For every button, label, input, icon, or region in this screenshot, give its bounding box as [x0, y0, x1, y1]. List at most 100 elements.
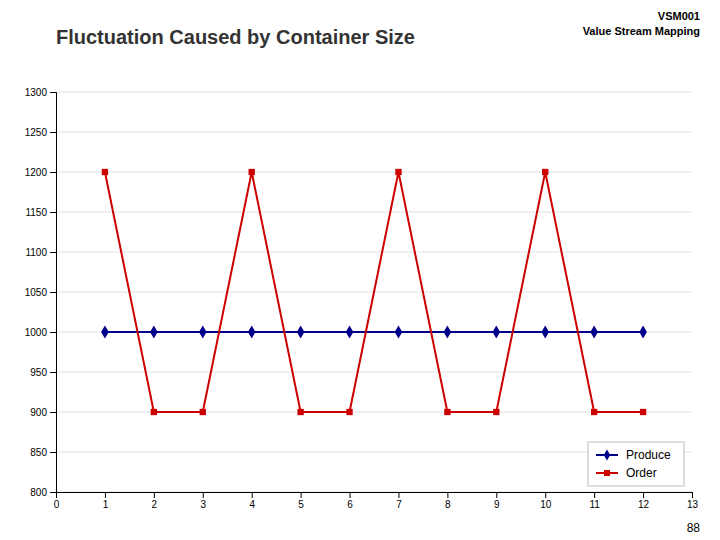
x-tick-label: 12	[638, 499, 650, 510]
grid-line	[56, 212, 692, 213]
y-tick-mark	[50, 412, 56, 413]
x-tick-mark	[301, 492, 302, 498]
y-tick-mark	[50, 252, 56, 253]
point	[493, 325, 501, 338]
y-tick-label: 1250	[25, 127, 48, 138]
x-tick-mark	[643, 492, 644, 498]
x-tick-mark	[105, 492, 106, 498]
legend-marker	[604, 470, 610, 476]
x-tick-mark	[545, 492, 546, 498]
point	[199, 325, 207, 338]
x-tick: 8	[445, 492, 451, 510]
point	[151, 409, 157, 415]
x-tick-mark	[594, 492, 595, 498]
x-tick-mark	[447, 492, 448, 498]
x-tick-mark	[496, 492, 497, 498]
x-tick: 11	[589, 492, 600, 510]
y-axis: 8008509009501000105011001150120012501300	[25, 87, 57, 498]
x-tick-label: 0	[54, 499, 60, 510]
legend-label: Order	[626, 466, 657, 480]
y-tick: 900	[30, 407, 56, 418]
x-tick: 7	[396, 492, 402, 510]
y-tick-label: 1000	[25, 327, 48, 338]
grid	[56, 92, 692, 492]
x-tick: 10	[540, 492, 552, 510]
x-tick: 0	[54, 492, 60, 510]
x-tick-label: 5	[298, 499, 304, 510]
y-tick-mark	[50, 212, 56, 213]
legend-item: Produce	[596, 448, 671, 462]
y-tick-label: 950	[30, 367, 47, 378]
point	[346, 325, 354, 338]
y-tick-mark	[50, 372, 56, 373]
x-tick: 4	[249, 492, 255, 510]
x-tick-label: 3	[200, 499, 206, 510]
x-tick: 12	[638, 492, 650, 510]
point	[395, 169, 401, 175]
title: Fluctuation Caused by Container Size	[56, 26, 415, 48]
y-tick: 1300	[25, 87, 56, 98]
x-tick: 5	[298, 492, 304, 510]
point	[249, 169, 255, 175]
x-tick-mark	[203, 492, 204, 498]
point	[639, 325, 647, 338]
x-tick: 9	[494, 492, 500, 510]
point	[444, 409, 450, 415]
point	[101, 325, 109, 338]
x-tick-label: 9	[494, 499, 500, 510]
y-tick-label: 1300	[25, 87, 48, 98]
point	[346, 409, 352, 415]
y-tick: 1000	[25, 327, 56, 338]
y-tick-label: 1100	[25, 247, 47, 258]
grid-line	[56, 132, 692, 133]
y-tick-label: 800	[30, 487, 47, 498]
legend-marker	[604, 449, 610, 460]
x-tick: 3	[200, 492, 206, 510]
y-tick: 1150	[25, 207, 56, 218]
point	[542, 169, 548, 175]
x-tick-label: 11	[589, 499, 600, 510]
x-tick-label: 2	[152, 499, 158, 510]
y-tick-mark	[50, 492, 56, 493]
point	[591, 409, 597, 415]
point	[200, 409, 206, 415]
point	[640, 409, 646, 415]
y-tick-label: 900	[30, 407, 47, 418]
point	[590, 325, 598, 338]
x-axis-line	[57, 493, 693, 499]
grid-line	[56, 372, 692, 373]
series-layer	[101, 169, 647, 415]
annotation: VSM001	[658, 10, 700, 22]
y-tick-mark	[50, 172, 56, 173]
series-line	[105, 172, 643, 412]
grid-line	[56, 252, 692, 253]
x-tick: 13	[687, 492, 699, 510]
chart: Fluctuation Caused by Container Size VSM0…	[0, 0, 720, 540]
y-tick: 1200	[25, 167, 56, 178]
x-tick-mark	[350, 492, 351, 498]
x-tick-label: 6	[347, 499, 353, 510]
point	[248, 325, 256, 338]
x-tick-mark	[252, 492, 253, 498]
point	[297, 325, 305, 338]
grid-line	[56, 92, 692, 93]
point	[150, 325, 158, 338]
y-tick-mark	[50, 452, 56, 453]
x-tick-mark	[692, 492, 693, 498]
point	[395, 325, 403, 338]
point	[493, 409, 499, 415]
series-line	[105, 331, 643, 333]
y-tick: 1100	[25, 247, 56, 258]
y-tick-mark	[50, 92, 56, 93]
annotation: Value Stream Mapping	[583, 25, 700, 37]
y-tick: 800	[30, 487, 56, 498]
x-tick: 6	[347, 492, 353, 510]
page-number: 88	[687, 521, 701, 535]
y-tick-label: 1150	[25, 207, 47, 218]
y-tick: 1250	[25, 127, 56, 138]
grid-line	[56, 172, 692, 173]
legend-item: Order	[596, 466, 657, 480]
x-tick-mark	[398, 492, 399, 498]
y-tick-label: 1050	[25, 287, 48, 298]
y-axis-line	[50, 93, 57, 493]
